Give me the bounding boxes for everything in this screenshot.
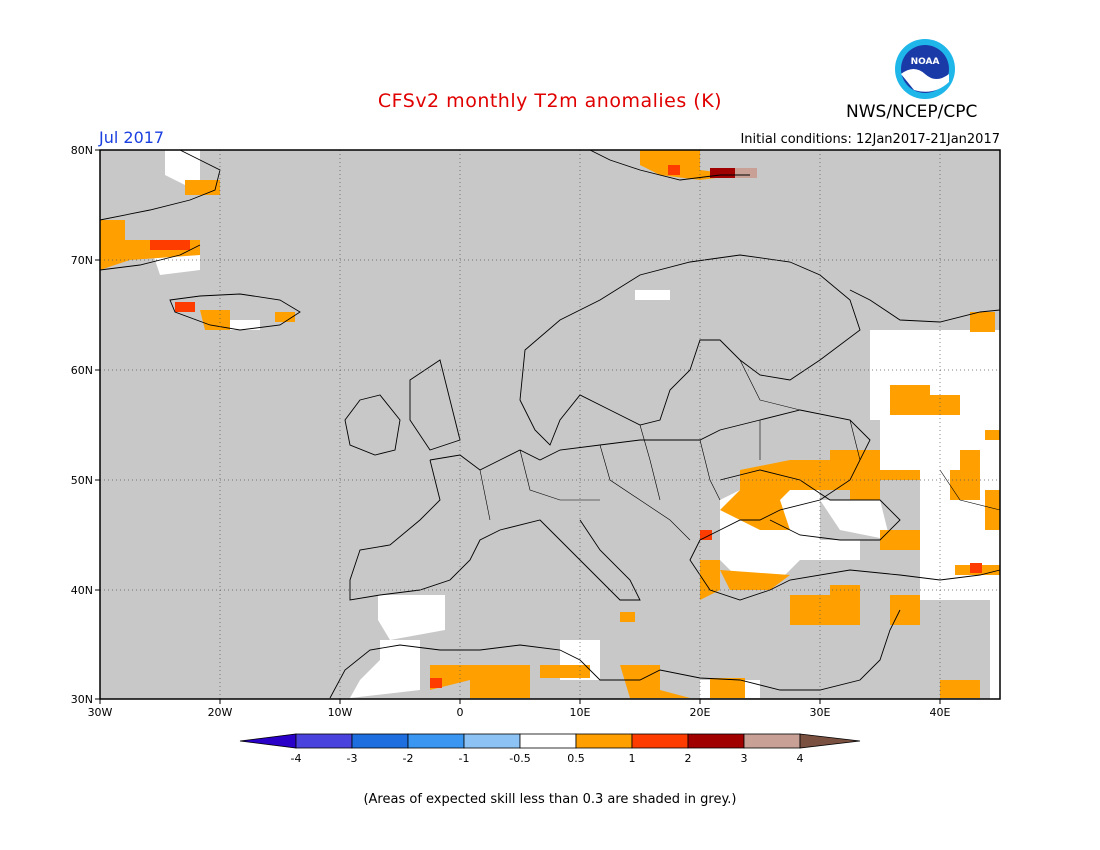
lon-label: 20W — [208, 706, 233, 719]
lat-label: 80N — [71, 144, 93, 157]
chart-title: CFSv2 monthly T2m anomalies (K) — [377, 90, 723, 112]
legend-swatch — [687, 733, 745, 749]
legend-swatch — [351, 733, 409, 749]
legend-label: 4 — [797, 752, 804, 765]
legend-swatch — [575, 733, 633, 749]
latitude-labels: 80N 70N 60N 50N 40N 30N — [71, 144, 93, 706]
logo-text: NOAA — [911, 57, 940, 67]
legend-label: -1 — [459, 752, 470, 765]
organization-label: NWS/NCEP/CPC — [846, 102, 978, 122]
legend-swatch — [799, 733, 861, 749]
legend-swatch — [295, 733, 353, 749]
axis-ticks — [95, 149, 941, 704]
longitude-labels: 30W 20W 10W 0 10E 20E 30E 40E — [88, 706, 951, 719]
country-borders — [479, 359, 1001, 541]
legend-swatch — [463, 733, 521, 749]
legend-swatch — [743, 733, 801, 749]
forecast-month: Jul 2017 — [99, 128, 165, 147]
skill-footnote: (Areas of expected skill less than 0.3 a… — [363, 792, 737, 807]
lat-label: 40N — [71, 584, 93, 597]
legend-label: -0.5 — [509, 752, 530, 765]
lon-label: 20E — [690, 706, 711, 719]
lon-label: 30E — [810, 706, 831, 719]
legend-label: 0.5 — [567, 752, 585, 765]
lon-label: 10W — [328, 706, 353, 719]
lat-label: 70N — [71, 254, 93, 267]
map-frame — [99, 149, 1001, 700]
map-background — [100, 150, 1000, 699]
initial-conditions: Initial conditions: 12Jan2017-21Jan2017 — [740, 132, 1000, 147]
lon-label: 10E — [570, 706, 591, 719]
lon-label: 0 — [457, 706, 464, 719]
legend-label: 2 — [685, 752, 692, 765]
legend-label: -4 — [291, 752, 302, 765]
legend-swatch — [519, 733, 577, 749]
legend-swatch — [631, 733, 689, 749]
legend-swatch — [239, 733, 297, 749]
legend-label: -2 — [403, 752, 414, 765]
legend-swatch — [407, 733, 465, 749]
lon-label: 30W — [88, 706, 113, 719]
lat-label: 50N — [71, 474, 93, 487]
legend-label: 3 — [741, 752, 748, 765]
legend-labels: -4 -3 -2 -1 -0.5 0.5 1 2 3 4 — [291, 752, 804, 765]
legend-label: -3 — [347, 752, 358, 765]
lat-label: 30N — [71, 693, 93, 706]
lon-label: 40E — [930, 706, 951, 719]
positive-anomaly-areas — [100, 150, 1000, 698]
noaa-logo: NOAA — [895, 39, 955, 99]
strong-anomaly-areas — [150, 165, 982, 688]
legend-label: 1 — [629, 752, 636, 765]
color-legend — [239, 733, 861, 749]
lat-label: 60N — [71, 364, 93, 377]
